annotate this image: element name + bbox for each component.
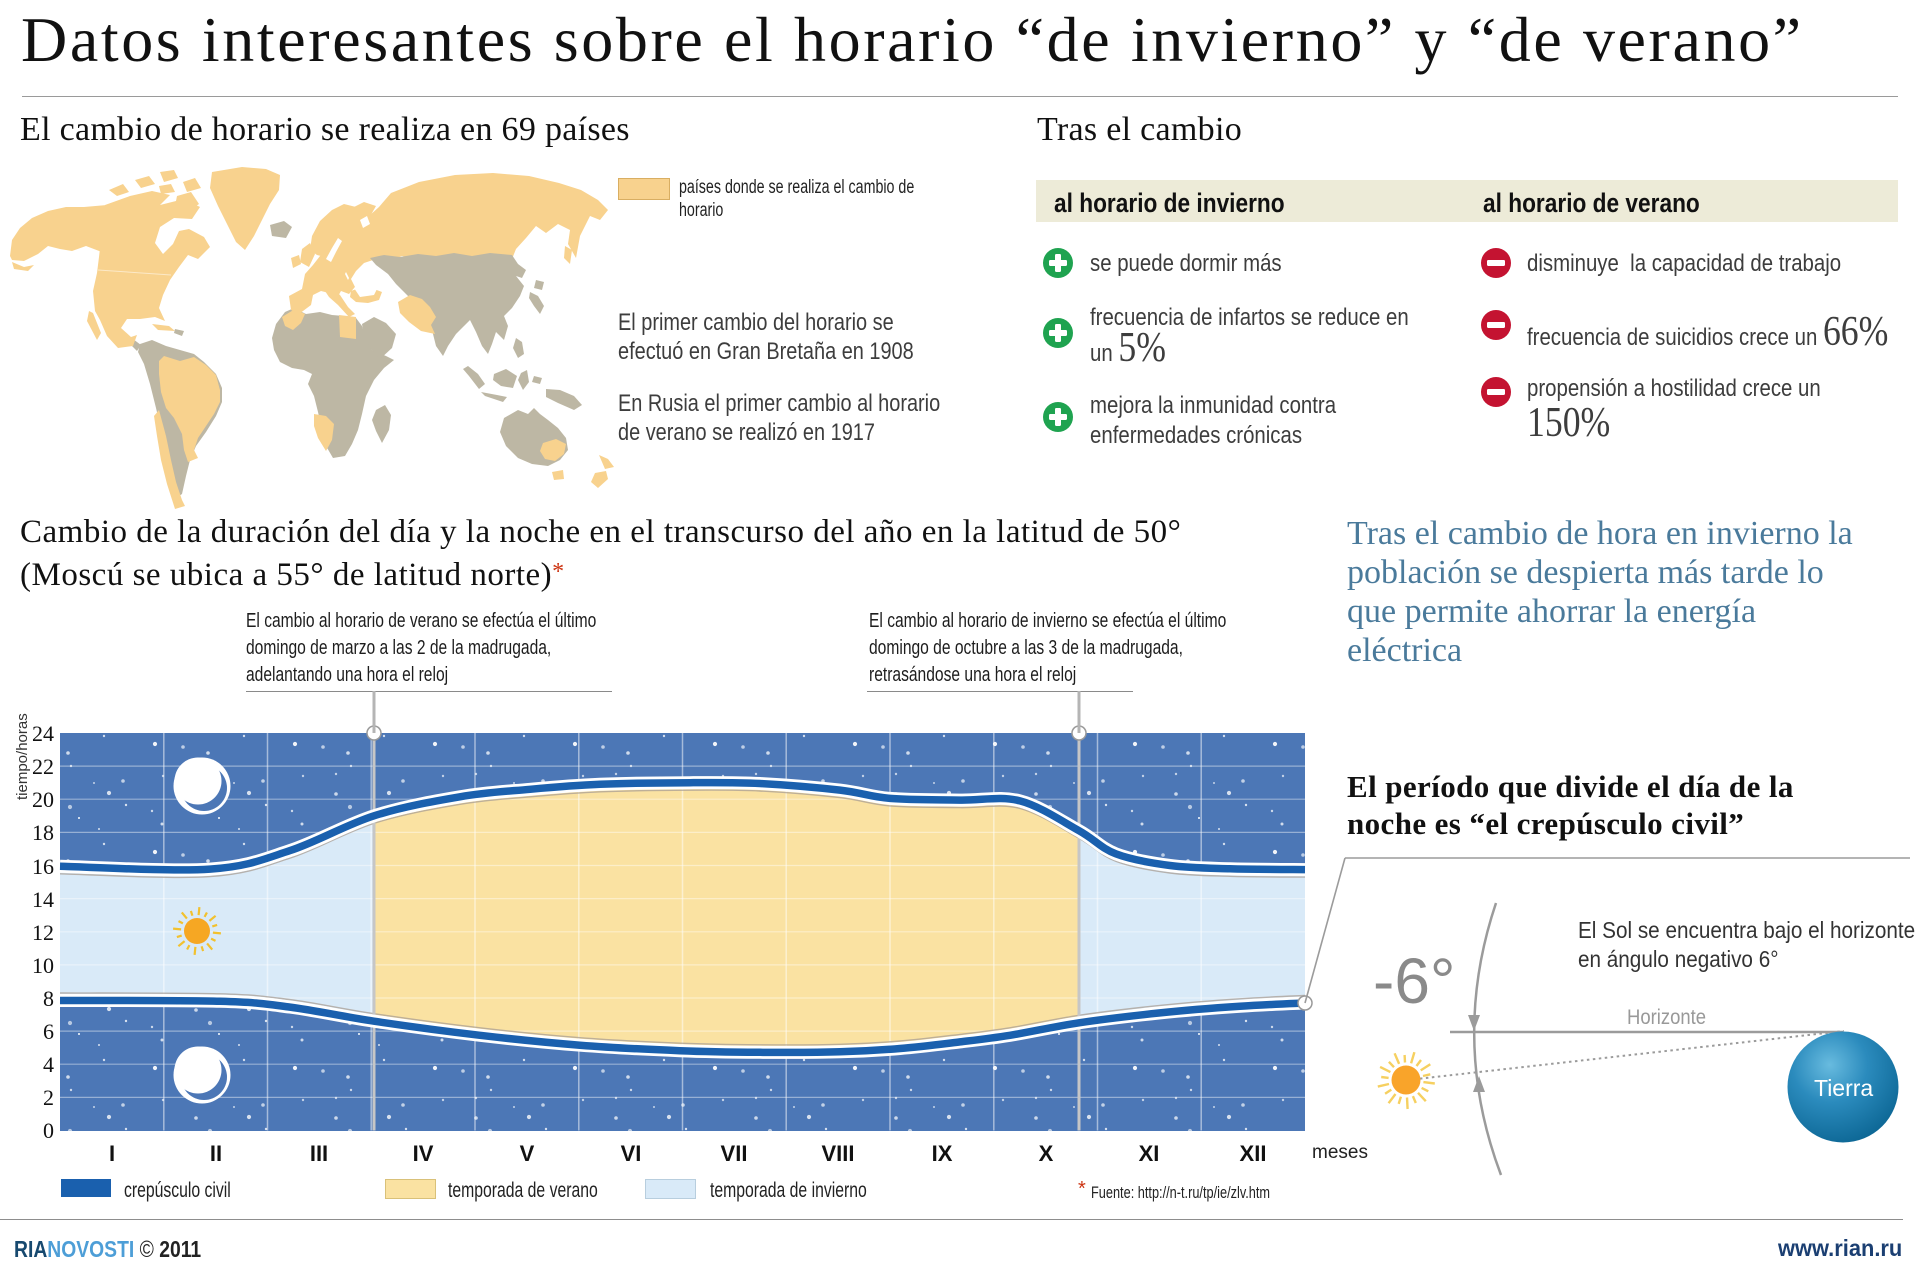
svg-text:Horizonte: Horizonte bbox=[1627, 1006, 1706, 1029]
svg-text:Tierra: Tierra bbox=[1814, 1075, 1873, 1101]
